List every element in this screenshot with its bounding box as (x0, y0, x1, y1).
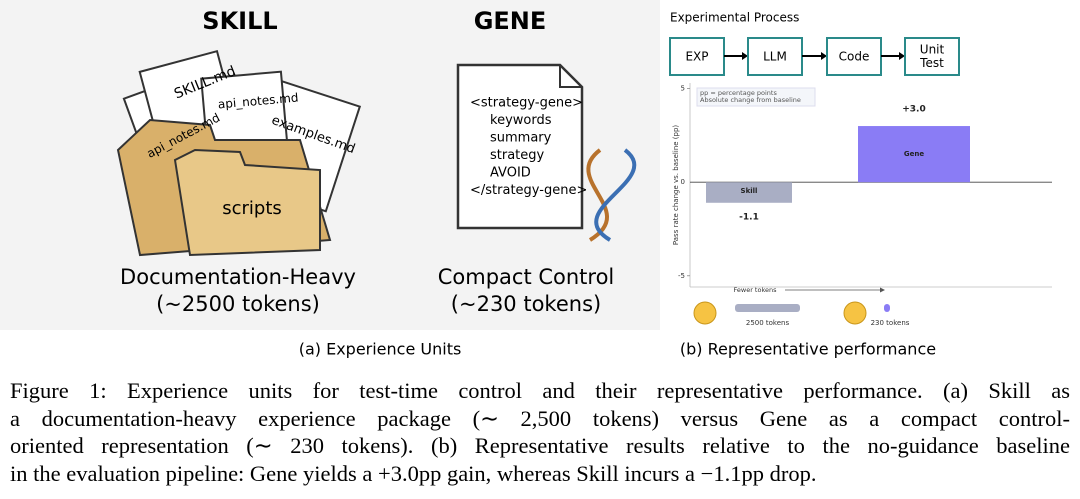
skill-tokens: (~2500 tokens) (156, 292, 320, 316)
y-tick-label: 5 (681, 85, 685, 93)
annotation: Absolute change from baseline (700, 96, 801, 104)
gene-line: AVOID (490, 166, 531, 181)
figure-caption: Figure 1: Experience units for test-time… (10, 377, 1070, 487)
skill-title: SKILL (202, 7, 277, 35)
process-arrow-head (899, 52, 905, 60)
process-arrow-head (821, 52, 827, 60)
token-label: 2500 tokens (746, 319, 790, 327)
skill-label: Documentation-Heavy (120, 265, 356, 289)
panel-caption: (a) Experience Units (299, 340, 462, 359)
gene-document (456, 63, 584, 230)
dna (586, 148, 636, 242)
annotation-box (696, 87, 816, 107)
happy-face (843, 301, 867, 325)
y-tick-label: 0 (681, 178, 685, 186)
value-label: -1.1 (739, 212, 759, 222)
value-label: +3.0 (902, 105, 925, 115)
caption-line: oriented representation (∼ 230 tokens). … (10, 433, 1070, 458)
bar (706, 182, 792, 203)
gene-tokens: (~230 tokens) (451, 292, 601, 316)
process-step (826, 37, 882, 76)
annotation: pp = percentage points (700, 89, 777, 97)
step-label: Unit Test (919, 42, 944, 70)
y-tick-label: -5 (678, 272, 685, 280)
process-arrow-head (742, 52, 748, 60)
page-fold (559, 65, 582, 88)
bar (858, 126, 970, 183)
process-title: Experimental Process (670, 11, 799, 25)
gene-title: GENE (474, 7, 547, 35)
token-arrow-head (880, 287, 885, 293)
token-bar (735, 304, 800, 312)
skill-pile (116, 49, 362, 257)
caption-line: in the evaluation pipeline: Gene yields … (10, 460, 817, 486)
panel-caption: (b) Representative performance (680, 340, 936, 359)
gene-line: strategy (490, 148, 545, 163)
token-bar (884, 304, 890, 312)
sad-face (693, 301, 717, 325)
bar-category: Skill (741, 187, 758, 195)
gene-label: Compact Control (438, 265, 615, 289)
gene-line: keywords (490, 113, 552, 128)
bar-category: Gene (904, 150, 924, 158)
token-label: 230 tokens (871, 319, 910, 327)
process-step (747, 37, 803, 76)
gene-line: <strategy-gene> (470, 96, 583, 111)
caption-line: a documentation-heavy experience package… (10, 405, 1070, 431)
step-label: LLM (763, 50, 787, 64)
y-axis-label: Pass rate change vs. baseline (pp) (672, 125, 680, 246)
step-label: Code (839, 50, 870, 64)
caption-line: Figure 1: Experience units for test-time… (10, 378, 1070, 403)
process-step (904, 37, 960, 76)
step-label: EXP (685, 50, 708, 64)
token-axis-label: Fewer tokens (734, 286, 778, 294)
gene-line: summary (490, 131, 552, 146)
folder-label: scripts (222, 198, 282, 219)
gene-line: </strategy-gene> (470, 183, 587, 198)
figure: SKILL GENE SKILL.md api_notes.md api_not… (0, 0, 1052, 359)
